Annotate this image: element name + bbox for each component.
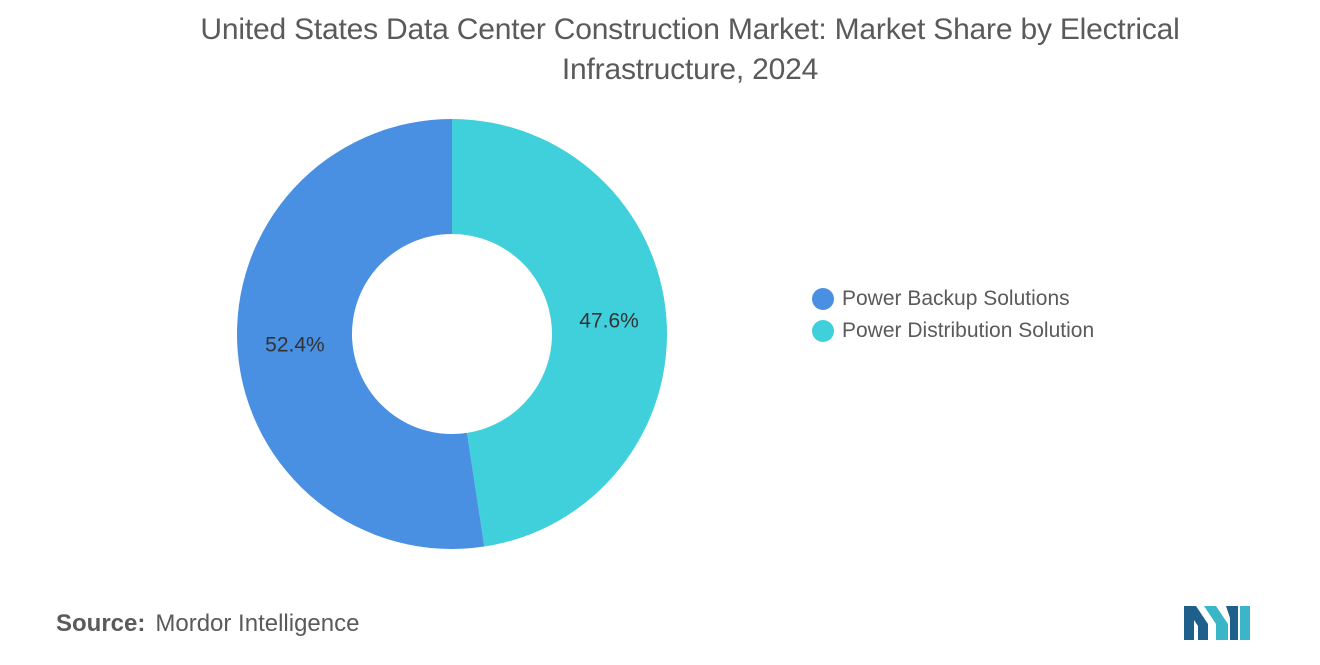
chart-legend: Power Backup Solutions Power Distributio… [812,283,1094,347]
source-note: Source: Mordor Intelligence [56,610,359,638]
data-label-power-distribution: 47.6% [579,310,639,333]
donut-slice-power-backup [236,119,485,549]
mordor-intelligence-logo-icon [1184,606,1250,640]
source-prefix: Source: [56,610,146,637]
data-label-power-backup: 52.4% [265,333,325,356]
source-name: Mordor Intelligence [155,610,360,637]
donut-slices [236,119,667,549]
legend-swatch [812,320,834,342]
donut-slice-power-distribution [452,119,667,547]
legend-item-power-backup: Power Backup Solutions [812,283,1094,315]
data-labels: 47.6% 52.4% [265,310,639,357]
legend-swatch [812,288,834,310]
legend-label: Power Backup Solutions [842,287,1070,310]
legend-label: Power Distribution Solution [842,319,1095,342]
chart-title: United States Data Center Construction M… [200,13,1180,86]
legend-item-power-distribution: Power Distribution Solution [812,315,1094,347]
